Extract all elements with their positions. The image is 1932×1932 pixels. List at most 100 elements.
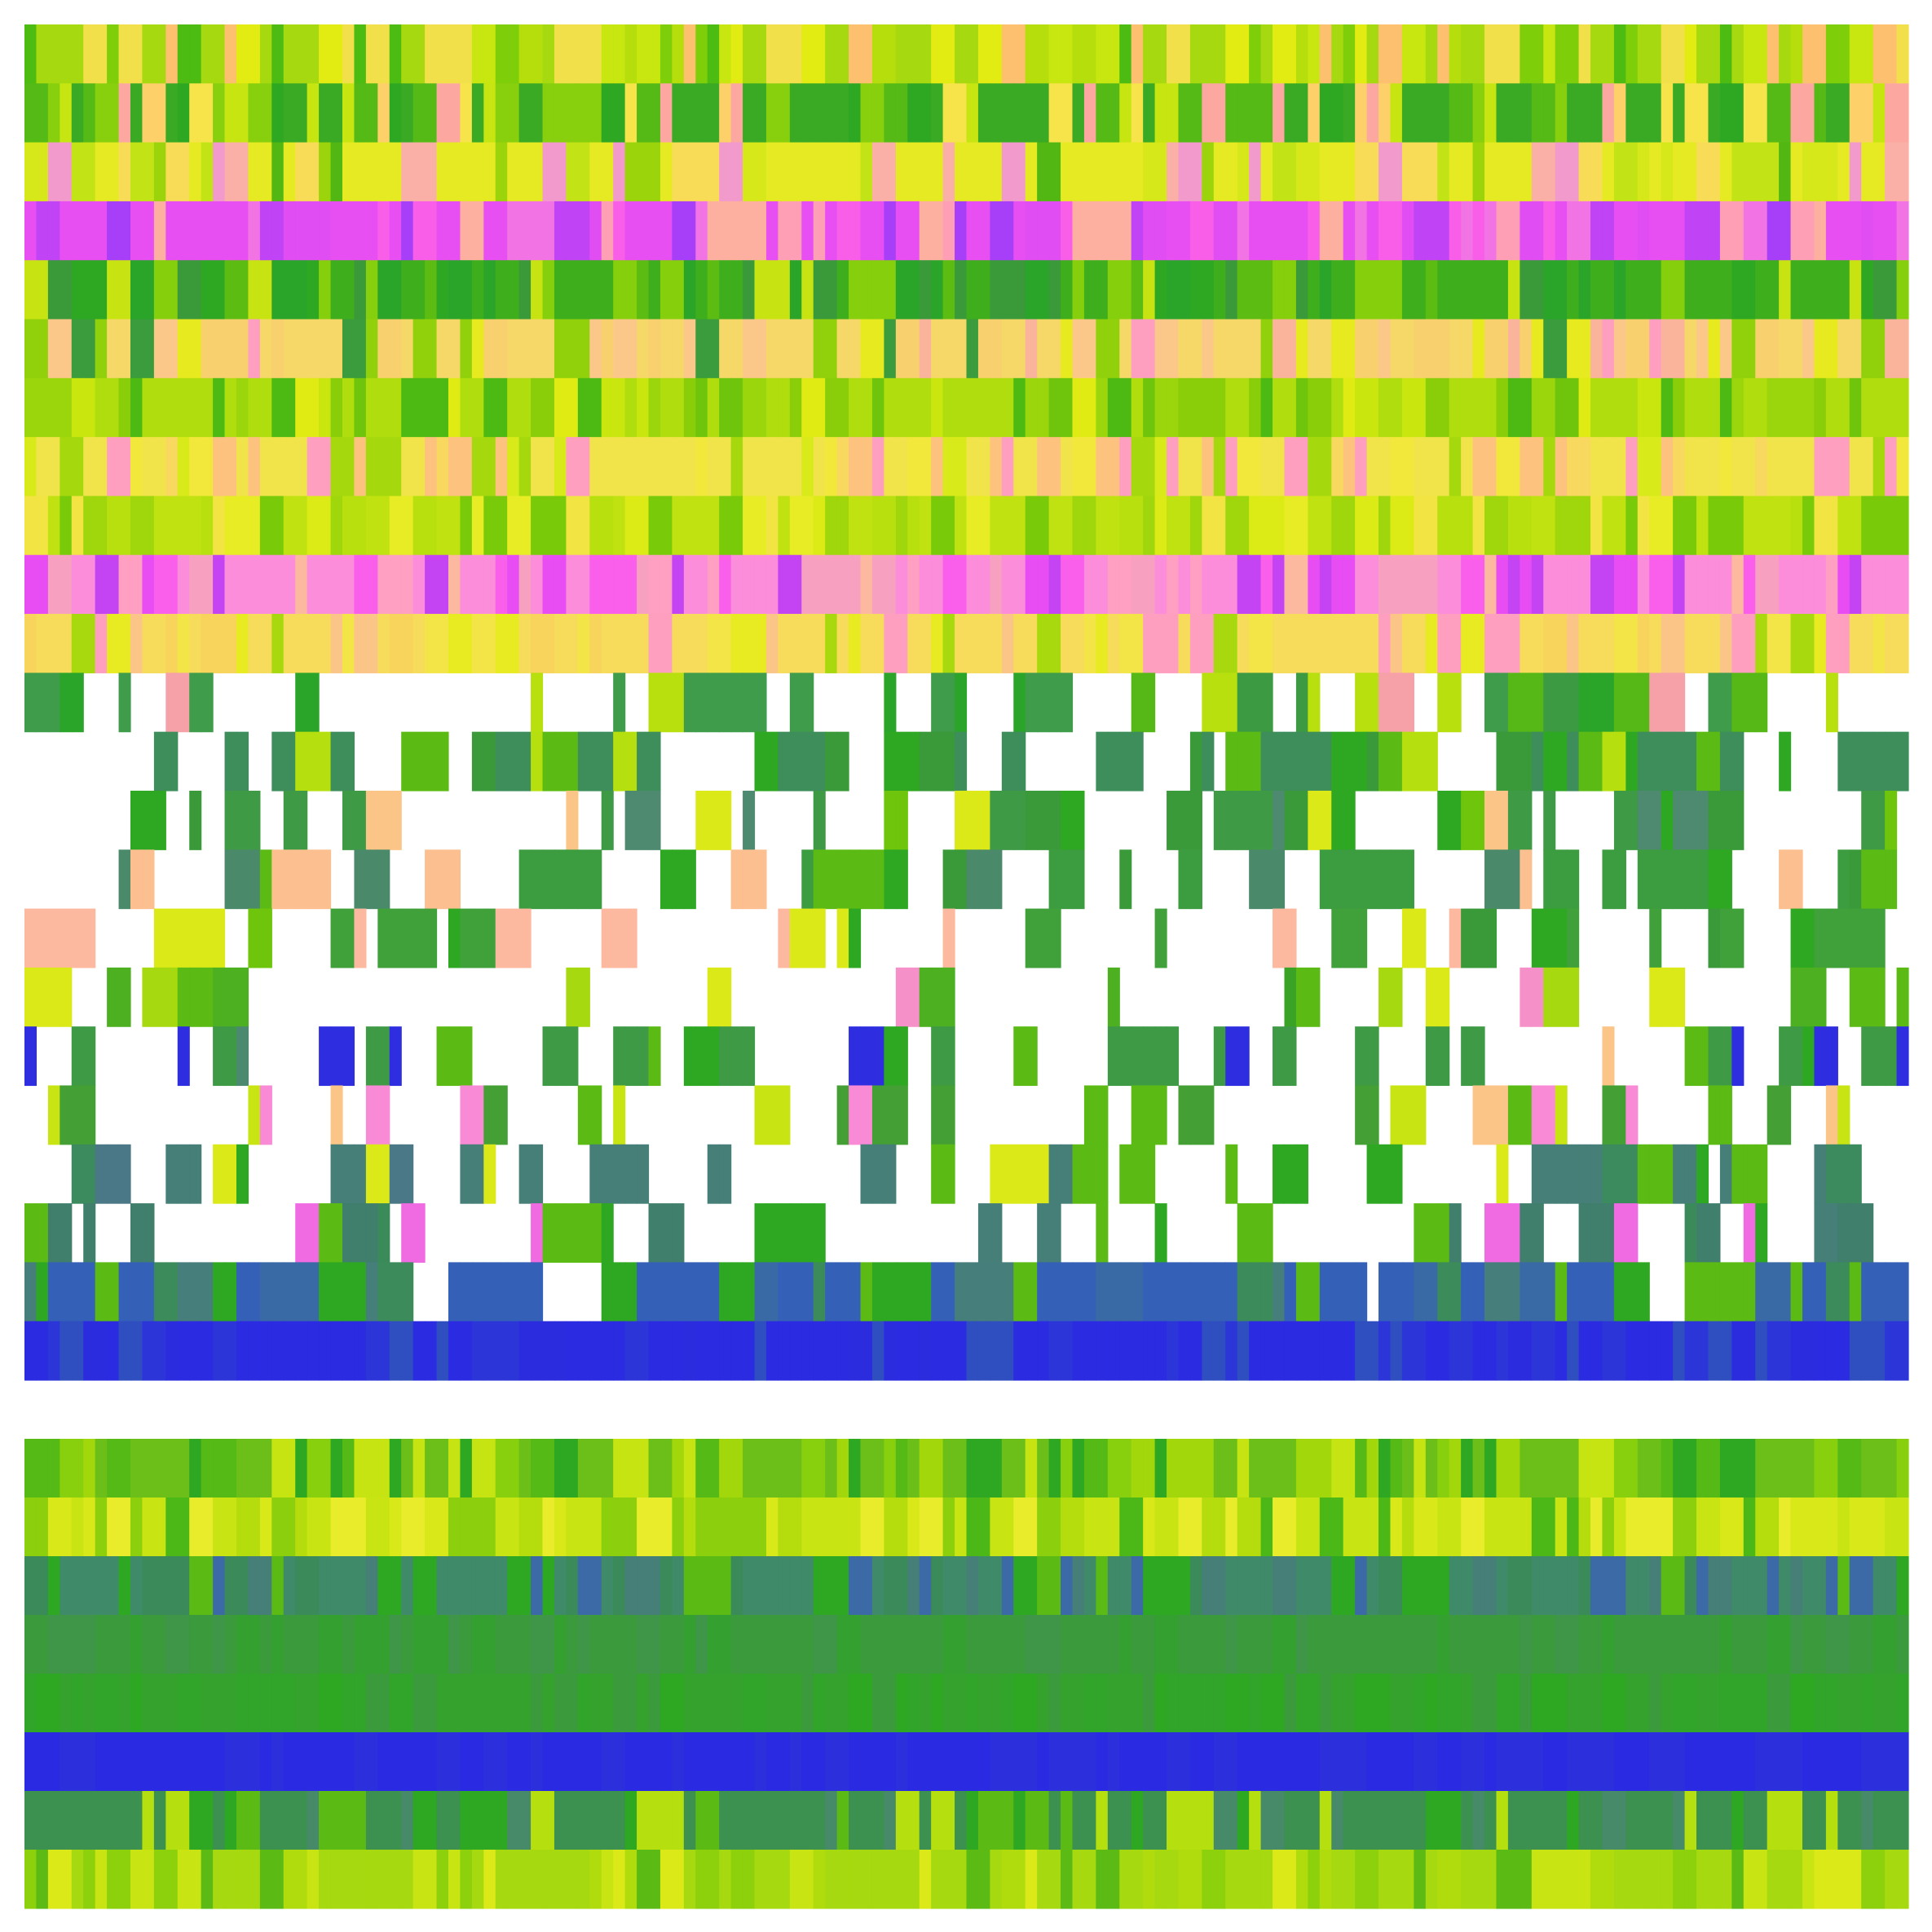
heatmap-cell [1472,377,1485,438]
heatmap-cell [1708,1615,1721,1674]
heatmap-cell [130,1439,143,1498]
heatmap-cell [1390,1085,1403,1145]
heatmap-cell [1449,1791,1462,1850]
heatmap-cell [1083,1615,1096,1674]
heatmap-cell [1567,1262,1580,1322]
heatmap-cell [1531,1439,1544,1498]
heatmap-cell [707,319,720,379]
heatmap-cell [448,908,461,968]
heatmap-cell [330,1439,343,1498]
heatmap-cell [1625,496,1639,556]
heatmap-cell [1154,1674,1167,1733]
heatmap-cell [1708,1556,1721,1616]
heatmap-cell [1366,377,1379,438]
heatmap-cell [1825,201,1838,261]
heatmap-cell [659,849,673,910]
heatmap-cell [342,377,355,438]
heatmap-cell [1083,1732,1096,1792]
heatmap-cell [589,1556,602,1616]
heatmap-cell [1048,1791,1061,1850]
heatmap-cell [1496,1262,1509,1322]
heatmap-cell [1613,1203,1626,1263]
heatmap-cell [483,908,496,968]
heatmap-cell [319,260,332,320]
heatmap-cell [448,849,461,910]
heatmap-cell [36,1791,49,1850]
heatmap-cell [295,1262,308,1322]
heatmap-cell [236,1144,249,1204]
heatmap-cell [1802,496,1815,556]
heatmap-cell [177,1556,190,1616]
heatmap-cell [730,1556,743,1616]
heatmap-cell [577,496,590,556]
heatmap-cell [1849,201,1862,261]
heatmap-cell [60,24,73,84]
heatmap-cell [177,83,190,143]
heatmap-cell [955,496,968,556]
heatmap-cell [201,142,214,202]
heatmap-cell [836,614,849,673]
heatmap-cell [707,1556,720,1616]
heatmap-cell [1790,967,1803,1027]
heatmap-cell [637,1262,650,1322]
heatmap-cell [365,1026,378,1087]
heatmap-cell [966,260,979,320]
heatmap-cell [754,496,767,556]
heatmap-cell [931,1674,944,1733]
heatmap-cell [942,1732,955,1792]
heatmap-cell [825,1498,838,1557]
heatmap-cell [118,1850,131,1909]
heatmap-cell [1885,614,1898,673]
heatmap-cell [1061,1439,1074,1498]
heatmap-cell [1696,1732,1709,1792]
heatmap-cell [1590,554,1603,615]
heatmap-cell [977,1674,990,1733]
heatmap-cell [672,1262,685,1322]
heatmap-cell [613,1085,626,1145]
heatmap-cell [1025,1732,1038,1792]
heatmap-cell [1390,1556,1403,1616]
heatmap-cell [483,1498,496,1557]
heatmap-cell [566,1498,579,1557]
heatmap-cell [1213,83,1226,143]
heatmap-cell [1061,614,1074,673]
heatmap-cell [1673,1791,1686,1850]
heatmap-cell [507,437,520,497]
heatmap-cell [236,24,249,84]
heatmap-cell [1414,377,1427,438]
heatmap-cell [1802,83,1815,143]
heatmap-cell [1496,1674,1509,1733]
heatmap-cell [577,24,590,84]
heatmap-cell [1366,142,1379,202]
heatmap-cell [319,614,332,673]
heatmap-cell [1072,849,1085,910]
heatmap-cell [1837,849,1850,910]
heatmap-cell [1520,24,1533,84]
heatmap-cell [36,142,49,202]
heatmap-cell [153,554,166,615]
heatmap-cell [860,1439,873,1498]
heatmap-cell [966,1262,979,1322]
heatmap-cell [1119,83,1132,143]
heatmap-cell [1849,1498,1862,1557]
heatmap-cell [707,1498,720,1557]
heatmap-cell [1037,554,1050,615]
heatmap-cell [1708,790,1721,850]
heatmap-cell [142,967,155,1027]
heatmap-cell [990,1498,1003,1557]
heatmap-cell [1790,1791,1803,1850]
heatmap-cell [1861,849,1874,910]
heatmap-cell [47,1850,60,1909]
heatmap-cell [1390,731,1403,792]
heatmap-cell [683,377,696,438]
heatmap-cell [283,1439,296,1498]
heatmap-cell [531,1262,544,1322]
heatmap-cell [1425,437,1438,497]
heatmap-cell [1743,1674,1756,1733]
heatmap-cell [719,1732,732,1792]
heatmap-cell [1825,1732,1838,1792]
heatmap-cell [118,1732,131,1792]
heatmap-cell [884,496,897,556]
heatmap-cell [825,142,838,202]
heatmap-cell [1401,1439,1414,1498]
